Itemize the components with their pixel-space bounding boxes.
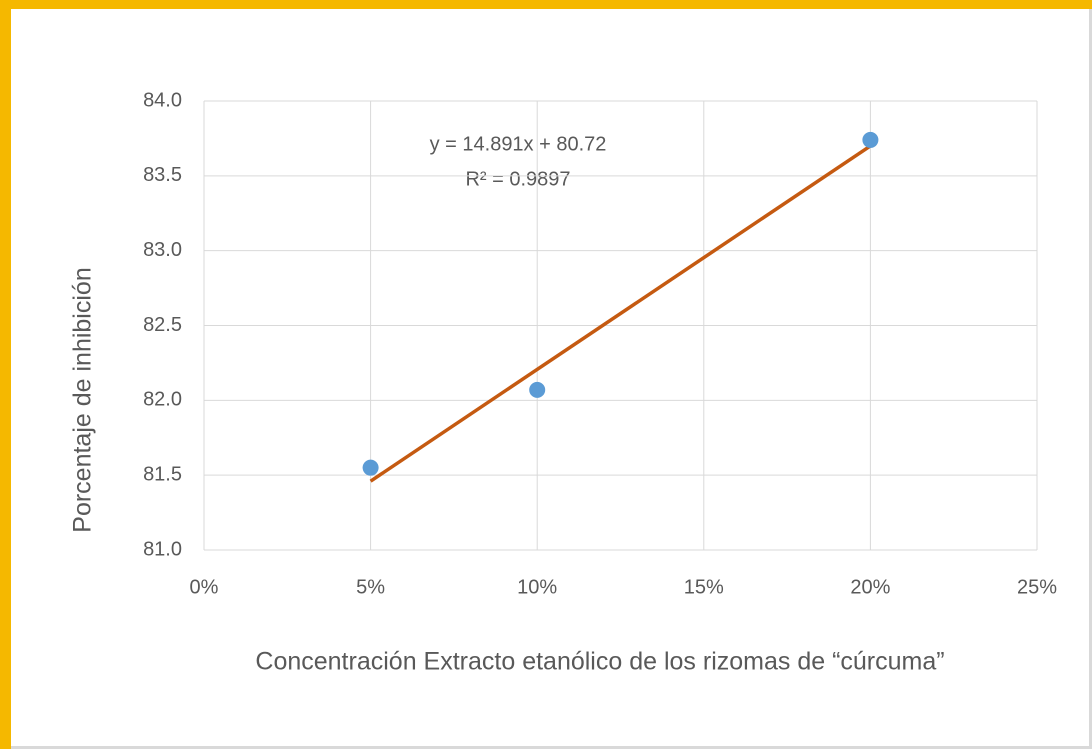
y-tick-label: 82.5 <box>143 314 182 336</box>
data-point <box>362 459 379 476</box>
y-tick-label: 83.0 <box>143 239 182 261</box>
x-axis-title: Concentración Extracto etanólico de los … <box>255 648 944 676</box>
frame-top <box>0 0 1092 9</box>
x-tick-label: 20% <box>850 576 890 598</box>
y-axis-title: Porcentaje de inhibición <box>69 267 97 532</box>
frame-bottom <box>11 746 1092 749</box>
data-point <box>862 131 879 148</box>
frame-right <box>1089 9 1092 749</box>
y-tick-label: 83.5 <box>143 164 182 186</box>
x-tick-label: 25% <box>1017 576 1057 598</box>
x-tick-label: 0% <box>190 576 219 598</box>
x-tick-label: 15% <box>684 576 724 598</box>
r-squared: R² = 0.9897 <box>465 168 570 190</box>
y-tick-label: 84.0 <box>143 89 182 111</box>
y-tick-label: 81.0 <box>143 538 182 560</box>
y-tick-label: 81.5 <box>143 463 182 485</box>
x-tick-label: 10% <box>517 576 557 598</box>
equation: y = 14.891x + 80.72 <box>430 133 607 155</box>
y-tick-label: 82.0 <box>143 389 182 411</box>
frame-left <box>0 0 11 749</box>
data-point <box>529 381 546 398</box>
trendline <box>369 144 872 483</box>
x-tick-label: 5% <box>356 576 385 598</box>
